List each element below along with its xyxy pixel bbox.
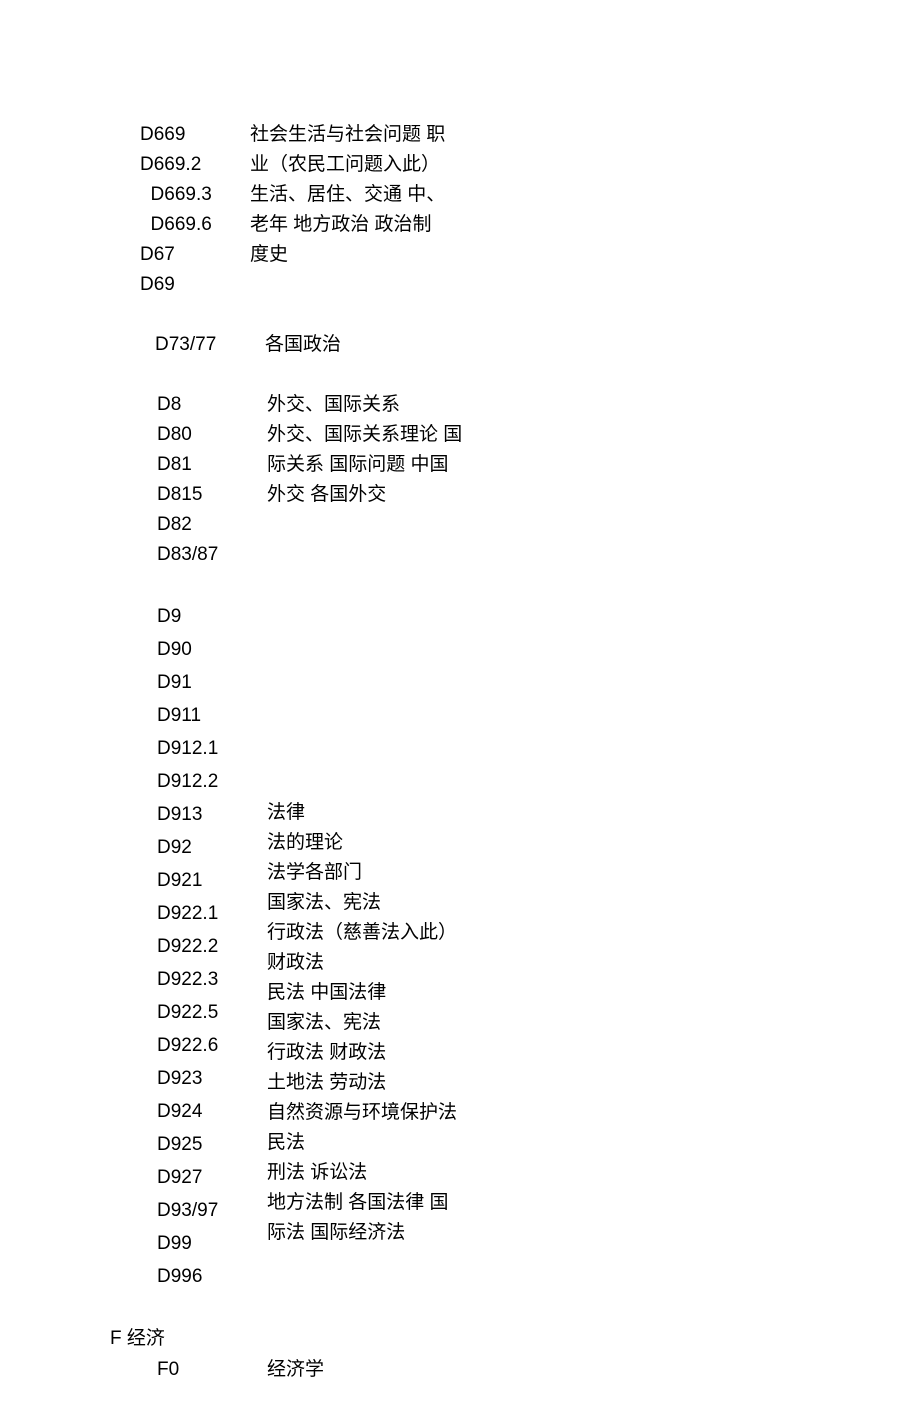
code-item: D669.6 <box>140 210 250 240</box>
code-item: D81 <box>157 450 267 480</box>
classification-row: D8D80D81D815D82D83/87外交、国际关系 外交、国际关系理论 国… <box>140 390 920 570</box>
code-item: D83/87 <box>157 540 267 570</box>
description-column: 经济学 <box>267 1355 467 1385</box>
page: D669D669.2 D669.3 D669.6D67D69社会生活与社会问题 … <box>0 0 920 1385</box>
code-item: D669 <box>140 120 250 150</box>
code-item: D922.3 <box>157 963 267 996</box>
code-column: D73/77 <box>155 330 265 360</box>
code-item: D91 <box>157 666 267 699</box>
code-item: D912.2 <box>157 765 267 798</box>
description-column: 社会生活与社会问题 职业（农民工问题入此） 生活、居住、交通 中、老年 地方政治… <box>250 120 450 270</box>
code-item: D923 <box>157 1062 267 1095</box>
code-item: D8 <box>157 390 267 420</box>
description-text: 外交、国际关系 外交、国际关系理论 国际关系 国际问题 中国外交 各国外交 <box>267 394 462 505</box>
code-item: D911 <box>157 699 267 732</box>
code-item: D921 <box>157 864 267 897</box>
code-item: D815 <box>157 480 267 510</box>
code-column: D9D90D91D911D912.1D912.2D913D92D921D922.… <box>157 600 267 1293</box>
classification-row: D669D669.2 D669.3 D669.6D67D69社会生活与社会问题 … <box>140 120 920 300</box>
classification-row: D9D90D91D911D912.1D912.2D913D92D921D922.… <box>140 600 920 1293</box>
code-item: D922.6 <box>157 1029 267 1062</box>
code-item: D913 <box>157 798 267 831</box>
code-column: F0 <box>157 1355 267 1385</box>
classification-row: F0 经济学 <box>140 1355 920 1385</box>
code-item: D924 <box>157 1095 267 1128</box>
code-item: D9 <box>157 600 267 633</box>
code-item: D912.1 <box>157 732 267 765</box>
code-item: D93/97 <box>157 1194 267 1227</box>
code-column: D8D80D81D815D82D83/87 <box>157 390 267 570</box>
code-item: D669.2 <box>140 150 250 180</box>
code-item: D925 <box>157 1128 267 1161</box>
classification-list: D669D669.2 D669.3 D669.6D67D69社会生活与社会问题 … <box>140 120 920 1293</box>
description-column: 外交、国际关系 外交、国际关系理论 国际关系 国际问题 中国外交 各国外交 <box>267 390 467 510</box>
description-text: 各国政治 <box>265 334 341 355</box>
code-item: D90 <box>157 633 267 666</box>
description-text: 法律 法的理论 法学各部门 国家法、宪法 行政法（慈善法入此） 财政法 民法 中… <box>267 802 457 1243</box>
description-text: 经济学 <box>267 1359 324 1380</box>
code-column: D669D669.2 D669.3 D669.6D67D69 <box>140 120 250 300</box>
description-column: 各国政治 <box>265 330 465 360</box>
code-item: D922.2 <box>157 930 267 963</box>
section-label: F 经济 <box>110 1328 165 1349</box>
code-item: D92 <box>157 831 267 864</box>
code-item: D82 <box>157 510 267 540</box>
code-item: D69 <box>140 270 250 300</box>
code-item: D922.5 <box>157 996 267 1029</box>
code-item: D922.1 <box>157 897 267 930</box>
classification-row: D73/77各国政治 <box>140 330 920 360</box>
code-item: D99 <box>157 1227 267 1260</box>
section-heading: F 经济 <box>110 1323 920 1350</box>
code-item: D996 <box>157 1260 267 1293</box>
description-column: 法律 法的理论 法学各部门 国家法、宪法 行政法（慈善法入此） 财政法 民法 中… <box>267 600 467 1248</box>
code-item: F0 <box>157 1355 267 1385</box>
code-item: D927 <box>157 1161 267 1194</box>
description-text: 社会生活与社会问题 职业（农民工问题入此） 生活、居住、交通 中、老年 地方政治… <box>250 124 445 265</box>
code-item: D73/77 <box>155 330 265 360</box>
code-item: D669.3 <box>140 180 250 210</box>
code-item: D67 <box>140 240 250 270</box>
code-item: D80 <box>157 420 267 450</box>
